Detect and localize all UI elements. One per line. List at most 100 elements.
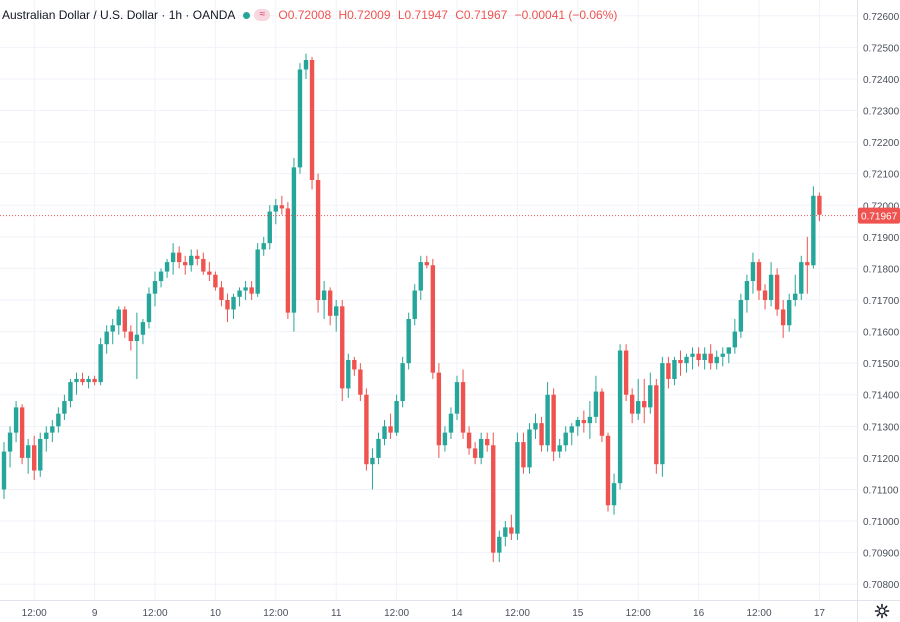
candle-up	[412, 290, 417, 319]
candle-down	[708, 353, 713, 364]
approx-icon[interactable]: ≈	[254, 9, 271, 21]
candle-down	[315, 180, 321, 300]
y-tick-label: 0.71100	[863, 485, 899, 496]
candle-up	[787, 300, 792, 326]
y-tick-label: 0.71200	[863, 454, 900, 465]
x-tick-label: 14	[451, 608, 463, 619]
candle-down	[207, 271, 212, 275]
candle-up	[768, 274, 774, 300]
candle-down	[80, 378, 85, 383]
low-value: L0.71947	[397, 8, 448, 22]
candle-down	[629, 394, 635, 414]
candle-up	[261, 243, 266, 250]
candle-down	[128, 331, 134, 342]
change-value: −0.00041 (−0.06%)	[514, 8, 618, 22]
candle-up	[515, 442, 520, 534]
candle-down	[122, 309, 127, 332]
candle-up	[593, 391, 599, 417]
candle-up	[346, 360, 351, 389]
candle-down	[805, 262, 810, 266]
x-tick-label: 12:00	[505, 608, 530, 619]
candle-down	[642, 401, 647, 408]
x-tick-label: 17	[814, 608, 826, 619]
candle-up	[799, 262, 804, 294]
candle-down	[358, 369, 363, 395]
candle-up	[376, 438, 381, 458]
x-tick-label: 16	[693, 608, 705, 619]
candle-up	[255, 249, 260, 294]
open-value: O0.72008	[278, 8, 332, 22]
candle-up	[672, 360, 677, 379]
candle-up	[98, 344, 103, 383]
candle-down	[195, 255, 200, 259]
candle-down	[225, 300, 230, 310]
candle-up	[13, 407, 19, 433]
candle-down	[32, 445, 37, 471]
candle-down	[817, 195, 822, 215]
candle-down	[183, 262, 188, 266]
candle-down	[92, 378, 97, 383]
candle-down	[249, 287, 254, 294]
last-price-badge	[858, 207, 900, 224]
candle-up	[442, 432, 448, 446]
candle-up	[38, 438, 43, 471]
candle-down	[551, 394, 556, 452]
candle-down	[201, 258, 206, 272]
candle-up	[164, 262, 170, 272]
candle-down	[762, 290, 768, 300]
x-tick-label: 12:00	[22, 608, 47, 619]
candle-up	[134, 334, 140, 342]
x-tick-label: 12:00	[384, 608, 409, 619]
x-tick-label: 12:00	[626, 608, 651, 619]
candle-up	[140, 322, 146, 335]
y-tick-label: 0.70900	[863, 549, 900, 560]
candle-up	[273, 205, 278, 212]
market-status-dot-icon	[243, 11, 251, 19]
candle-up	[660, 363, 665, 465]
candle-up	[86, 378, 91, 383]
candle-down	[678, 360, 683, 364]
candle-up	[575, 420, 580, 427]
y-tick-label: 0.72600	[863, 12, 900, 23]
candle-up	[726, 347, 731, 354]
candle-up	[533, 423, 538, 430]
candle-down	[509, 527, 514, 534]
candle-up	[720, 353, 725, 357]
candle-up	[394, 401, 399, 433]
candle-up	[744, 281, 750, 300]
candle-up	[702, 353, 707, 360]
x-tick-label: 10	[210, 608, 222, 619]
candle-up	[527, 429, 532, 468]
candle-up	[50, 426, 55, 433]
candle-up	[418, 262, 423, 291]
x-tick-label: 11	[331, 608, 342, 619]
candle-down	[491, 445, 496, 553]
candle-down	[424, 262, 429, 266]
candle-up	[454, 382, 460, 414]
candle-down	[340, 306, 345, 389]
high-value: H0.72009	[338, 8, 391, 22]
candle-up	[68, 382, 73, 402]
candle-down	[774, 274, 780, 310]
y-tick-label: 0.72200	[863, 138, 900, 149]
candle-up	[297, 69, 303, 168]
candle-up	[406, 318, 411, 364]
candle-down	[780, 309, 786, 326]
candle-down	[605, 435, 611, 506]
candle-up	[557, 445, 562, 452]
candle-up	[44, 432, 49, 439]
candle-down	[756, 262, 762, 291]
candle-down	[460, 382, 466, 433]
candle-up	[738, 300, 744, 332]
candle-down	[388, 426, 393, 433]
candle-up	[334, 306, 339, 316]
candle-down	[539, 423, 544, 446]
y-tick-label: 0.72400	[863, 75, 900, 86]
candle-up	[25, 445, 31, 458]
candle-down	[654, 385, 659, 465]
candle-down	[466, 432, 472, 449]
symbol-title[interactable]: Australian Dollar / U.S. Dollar · 1h · O…	[2, 8, 236, 22]
settings-gear-icon[interactable]	[874, 603, 890, 619]
candle-down	[599, 391, 605, 436]
